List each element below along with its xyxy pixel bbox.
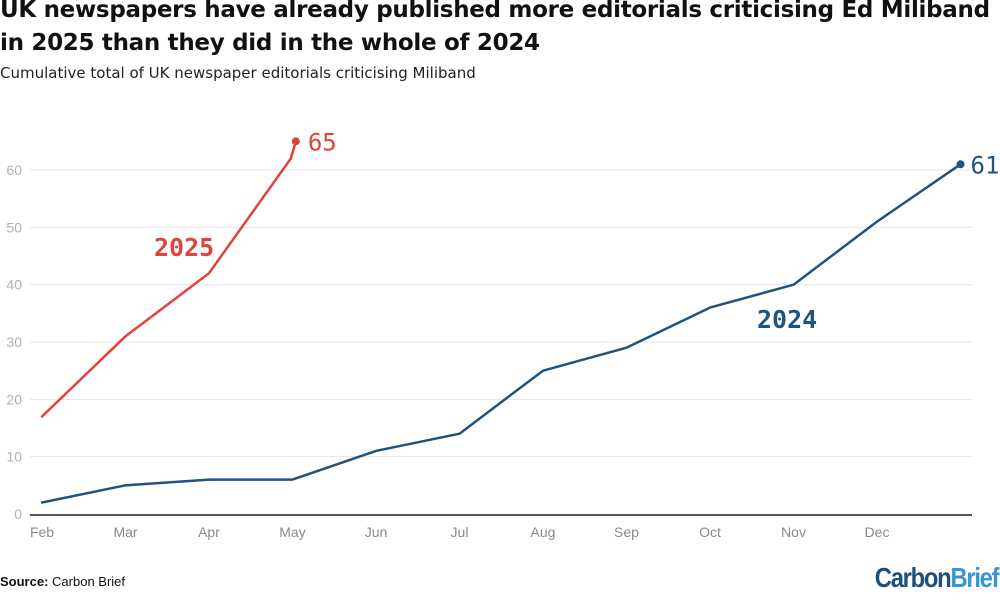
- x-tick-label: Apr: [198, 524, 220, 540]
- x-axis-ticks: Feb Mar Apr May Jun Jul Aug Sep Oct Nov Dec: [30, 524, 890, 540]
- y-tick-label: 0: [14, 506, 22, 522]
- series-label-2024: 2024: [757, 305, 817, 334]
- y-tick-label: 30: [6, 334, 22, 350]
- gridlines: [30, 169, 972, 458]
- source-note: Source: Carbon Brief: [0, 574, 125, 589]
- chart-title: UK newspapers have already published mor…: [0, 0, 990, 56]
- x-tick-label: Feb: [30, 524, 54, 540]
- end-point-marker-2025: [291, 137, 300, 146]
- y-tick-label: 50: [6, 219, 22, 235]
- end-value-label-2024: 61: [971, 151, 1000, 179]
- source-text: Carbon Brief: [52, 574, 126, 589]
- y-tick-label: 40: [6, 277, 22, 293]
- series-line-2025: [40, 140, 298, 418]
- end-value-label-2025: 65: [308, 128, 337, 156]
- x-tick-label: Dec: [865, 524, 890, 540]
- y-axis-ticks: 0 10 20 30 40 50 60: [6, 162, 22, 522]
- x-tick-label: Jun: [365, 524, 388, 540]
- source-label: Source:: [0, 574, 49, 589]
- logo-part-brief: Brief: [950, 562, 999, 593]
- x-tick-label: Jul: [451, 524, 469, 540]
- x-tick-label: May: [279, 524, 305, 540]
- x-tick-label: Sep: [614, 524, 639, 540]
- series-line-2024: [40, 163, 962, 504]
- series: [40, 137, 965, 504]
- carbon-brief-logo[interactable]: CarbonBrief: [874, 562, 999, 594]
- y-tick-label: 10: [6, 449, 22, 465]
- y-tick-label: 20: [6, 391, 22, 407]
- series-label-2025: 2025: [154, 233, 214, 262]
- chart-subtitle: Cumulative total of UK newspaper editori…: [0, 64, 476, 82]
- x-tick-label: Mar: [113, 524, 137, 540]
- logo-part-carbon: Carbon: [874, 562, 951, 593]
- x-tick-label: Aug: [531, 524, 556, 540]
- end-point-marker-2024: [956, 160, 965, 169]
- x-tick-label: Nov: [781, 524, 806, 540]
- x-tick-label: Oct: [699, 524, 721, 540]
- y-tick-label: 60: [6, 162, 22, 178]
